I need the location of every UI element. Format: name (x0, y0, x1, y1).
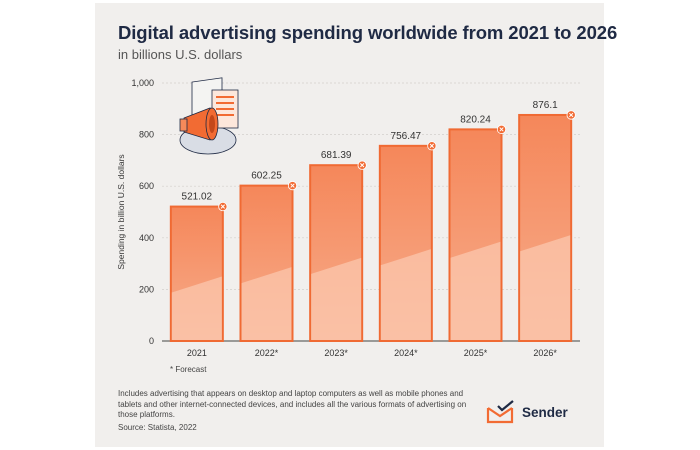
y-tick-label: 1,000 (131, 78, 154, 88)
x-tick-label: 2024* (394, 348, 418, 358)
chart-subtitle: in billions U.S. dollars (118, 47, 243, 62)
bar-highlight (380, 249, 431, 340)
source-text: Source: Statista, 2022 (118, 423, 197, 432)
y-tick-label: 200 (139, 284, 154, 294)
close-icon (499, 127, 504, 132)
chart-title: Digital advertising spending worldwide f… (118, 22, 618, 43)
close-icon (360, 163, 365, 168)
megaphone-illustration (179, 77, 239, 155)
bar-value-label: 681.39 (321, 150, 352, 161)
y-tick-label: 400 (139, 233, 154, 243)
close-icon (220, 204, 225, 209)
x-tick-label: 2023* (324, 348, 348, 358)
bar-highlight (311, 257, 362, 340)
bar-highlight (520, 235, 571, 340)
sender-logo: Sender (486, 400, 568, 424)
close-icon (290, 183, 295, 188)
x-tick-label: 2021 (187, 348, 207, 358)
bar-highlight (171, 276, 222, 340)
bar-highlight (450, 241, 501, 340)
y-tick-label: 600 (139, 181, 154, 191)
description-text: Includes advertising that appears on des… (118, 389, 467, 419)
envelope-check-icon (486, 400, 514, 424)
bar-value-label: 876.1 (533, 100, 558, 111)
bar-value-label: 756.47 (391, 131, 422, 142)
bar-value-label: 521.02 (182, 192, 213, 203)
bar-value-label: 820.24 (460, 114, 491, 125)
close-icon (429, 143, 434, 148)
y-tick-label: 0 (149, 336, 154, 346)
bar-value-label: 602.25 (251, 171, 282, 182)
y-tick-label: 800 (139, 130, 154, 140)
forecast-footnote: * Forecast (170, 365, 207, 374)
x-tick-label: 2022* (255, 348, 279, 358)
bar-highlight (241, 267, 292, 340)
y-axis-title: Spending in billion U.S. dollars (116, 154, 126, 269)
close-icon (569, 112, 574, 118)
x-tick-label: 2026* (533, 348, 557, 358)
brand-name: Sender (522, 404, 568, 420)
x-tick-label: 2025* (464, 348, 488, 358)
